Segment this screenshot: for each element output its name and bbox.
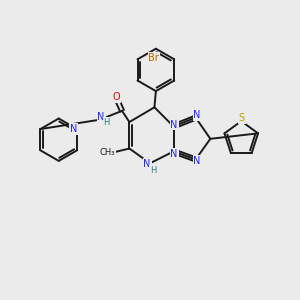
Text: H: H (103, 118, 110, 127)
Text: CH₃: CH₃ (100, 148, 115, 157)
Text: N: N (170, 149, 178, 159)
Text: N: N (143, 159, 151, 169)
Text: H: H (150, 166, 156, 175)
Text: N: N (170, 120, 178, 130)
Text: N: N (194, 156, 201, 166)
Text: N: N (98, 112, 105, 122)
Text: Br: Br (148, 53, 159, 63)
Text: N: N (194, 110, 201, 120)
Text: N: N (70, 124, 77, 134)
Text: S: S (239, 113, 245, 123)
Text: O: O (112, 92, 120, 102)
